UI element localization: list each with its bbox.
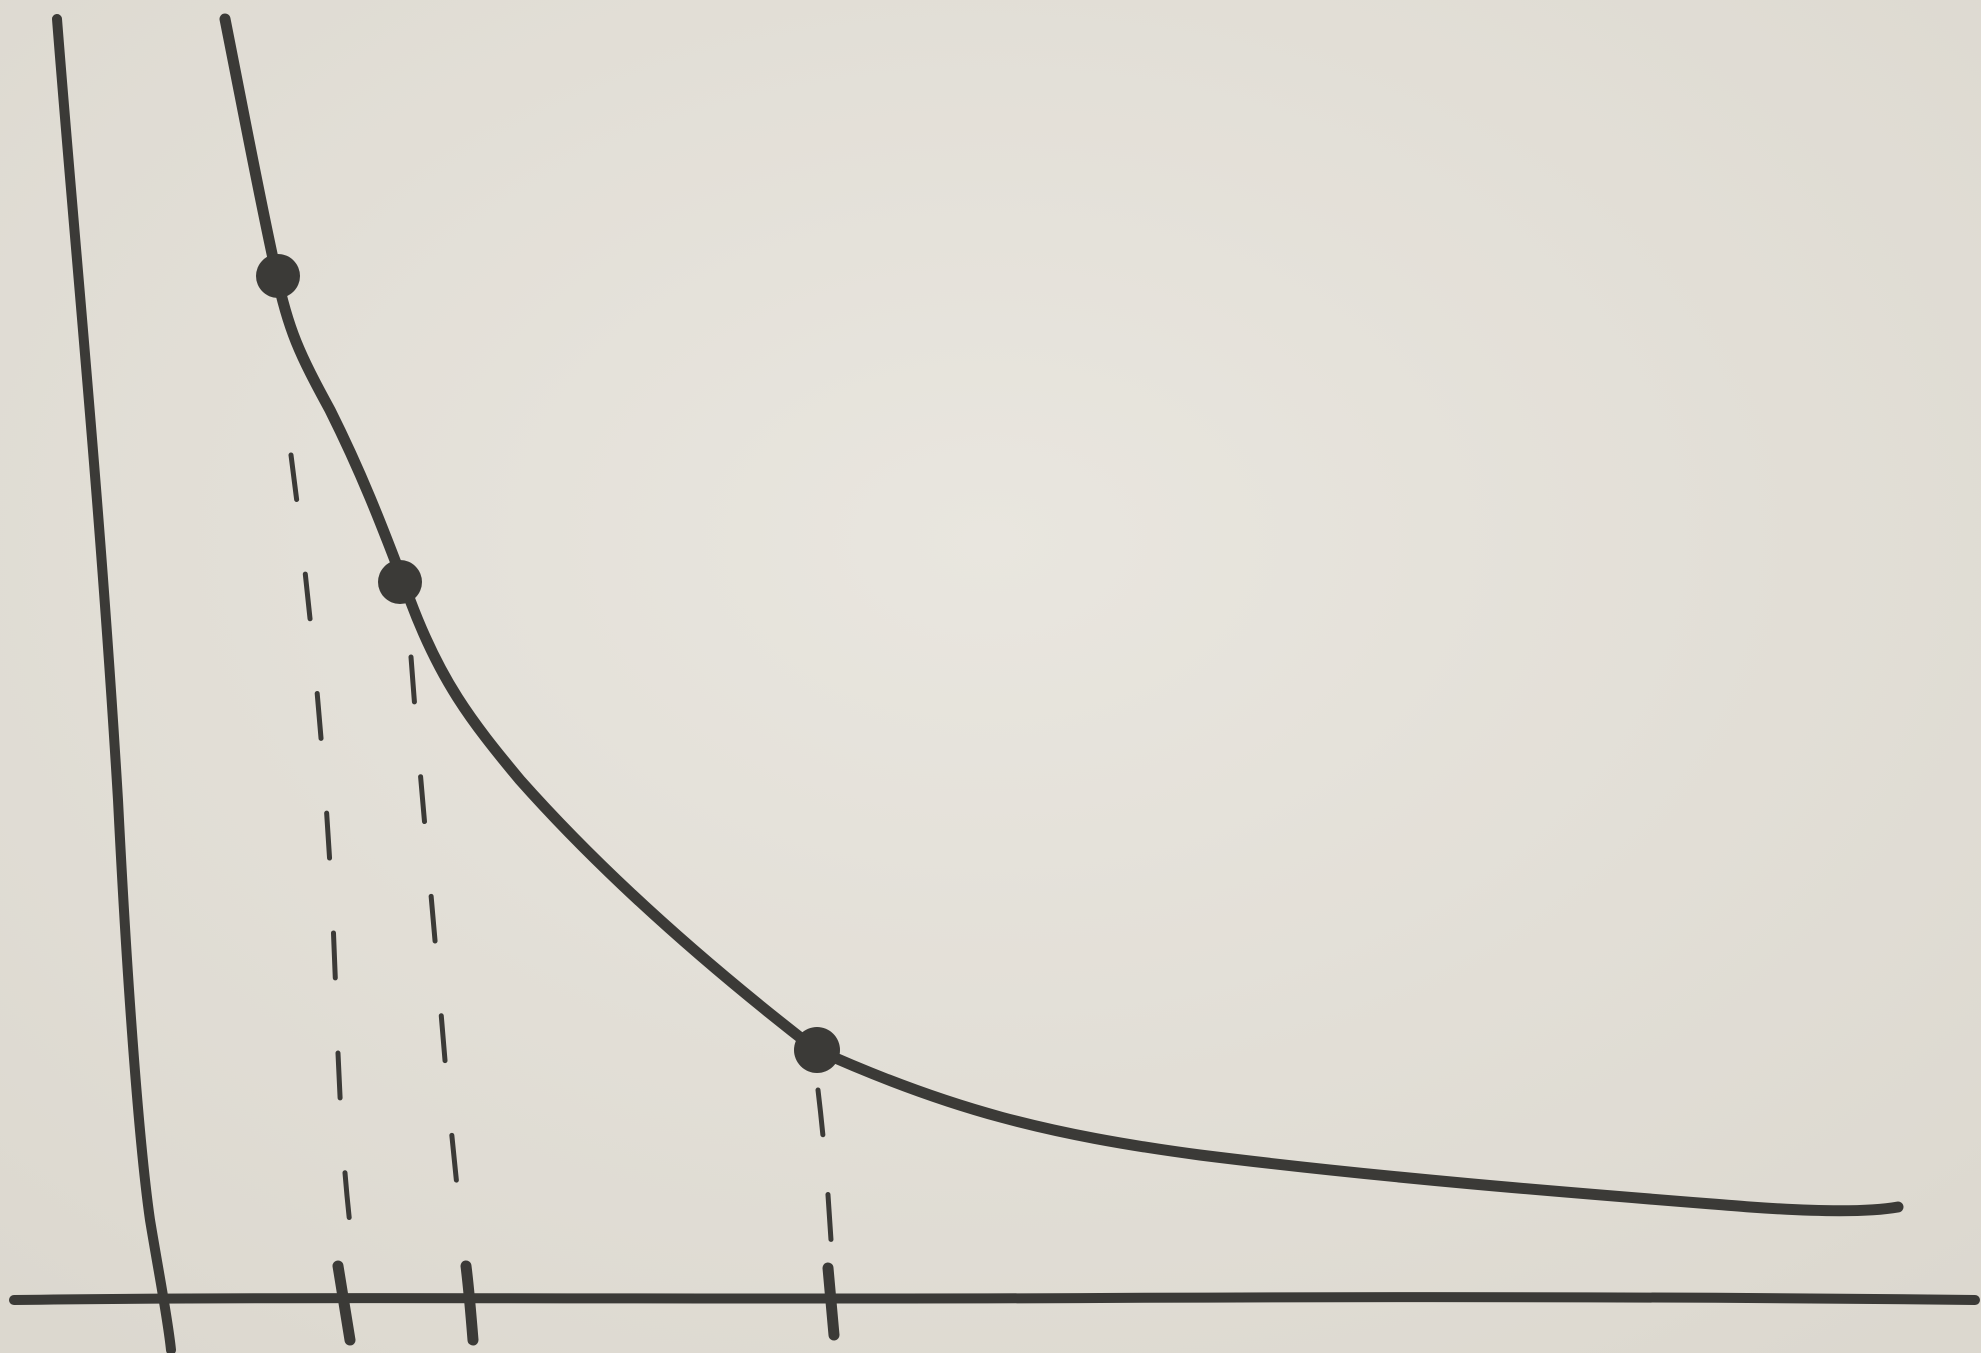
tick-mark [822,1262,840,1341]
tick-mark [332,1260,356,1346]
point [378,560,422,604]
x-axis [9,1292,1980,1305]
drop-line [288,452,353,1228]
curve [219,13,1904,1217]
y-axis [52,14,176,1353]
drop-line [408,654,463,1216]
tick-mark [460,1260,479,1346]
point [794,1027,840,1073]
drop-line [815,1087,834,1243]
point [256,254,300,298]
